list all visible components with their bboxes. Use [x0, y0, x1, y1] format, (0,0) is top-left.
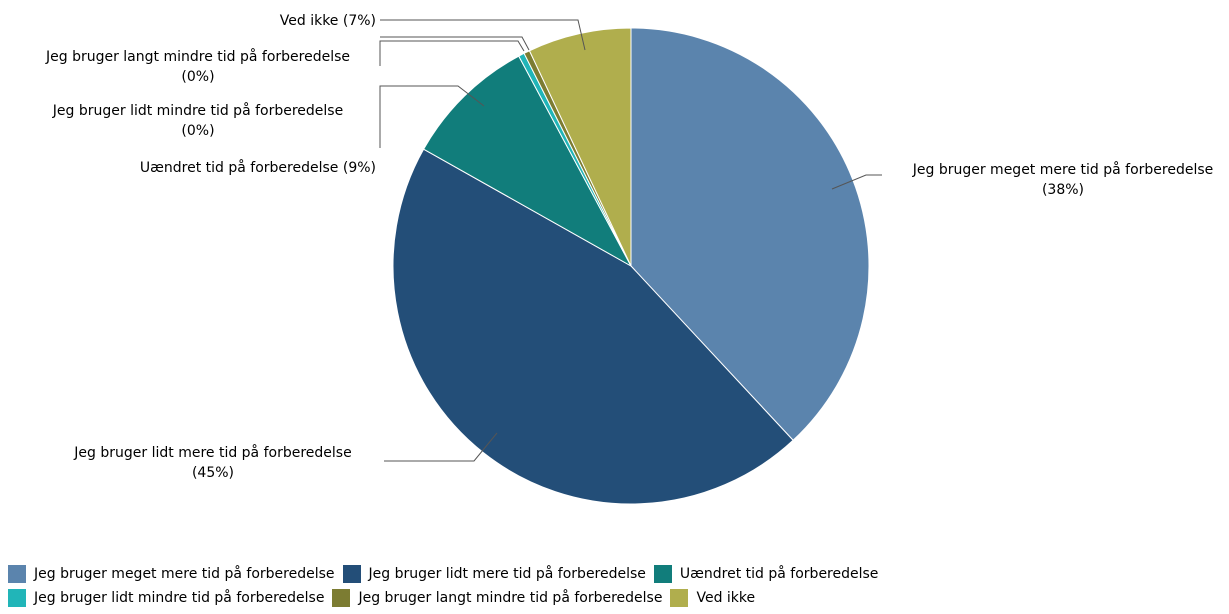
- slice-label-1: Jeg bruger meget mere tid på forberedels…: [912, 161, 1214, 178]
- pie-slice-6: [528, 27, 632, 267]
- legend-item[interactable]: Jeg bruger langt mindre tid på forberede…: [332, 589, 662, 607]
- legend: Jeg bruger meget mere tid på forberedels…: [8, 562, 1208, 610]
- slice-label-3: Uændret tid på forberedelse (9%): [140, 159, 376, 176]
- legend-swatch: [670, 589, 689, 607]
- legend-label: Jeg bruger lidt mindre tid på forberedel…: [34, 590, 325, 606]
- slice-label-4-pct: (0%): [181, 123, 214, 139]
- legend-row: Jeg bruger meget mere tid på forberedels…: [8, 562, 1208, 586]
- slice-label-2: Jeg bruger lidt mere tid på forberedelse: [73, 444, 351, 461]
- leader-line-2: [384, 432, 498, 462]
- slice-label-5-pct: (0%): [181, 69, 214, 85]
- legend-swatch: [342, 565, 361, 583]
- slice-label-1-pct: (38%): [1042, 182, 1084, 198]
- legend-label: Uændret tid på forberedelse: [679, 566, 879, 582]
- legend-swatch: [653, 565, 672, 583]
- pie-slice-1: [630, 27, 870, 441]
- slice-labels: Jeg bruger meget mere tid på forberedels…: [45, 13, 1213, 481]
- legend-item[interactable]: Jeg bruger lidt mere tid på forberedelse: [342, 565, 646, 583]
- pie-slice-3: [422, 55, 633, 268]
- label-leader-lines: [379, 19, 882, 462]
- leader-line-1: [831, 174, 882, 190]
- leader-line-5: [380, 36, 530, 51]
- legend-item[interactable]: Jeg bruger lidt mindre tid på forberedel…: [8, 589, 324, 607]
- slice-label-4: Jeg bruger lidt mindre tid på forberedel…: [52, 102, 343, 119]
- legend-label: Jeg bruger langt mindre tid på forberede…: [358, 590, 663, 606]
- leader-line-4: [379, 40, 525, 66]
- legend-item[interactable]: Ved ikke: [670, 589, 755, 607]
- legend-item[interactable]: Uændret tid på forberedelse: [653, 565, 879, 583]
- legend-row: Jeg bruger lidt mindre tid på forberedel…: [8, 586, 1208, 610]
- pie-slices: [392, 27, 870, 505]
- legend-label: Jeg bruger lidt mere tid på forberedelse: [368, 566, 646, 582]
- legend-label: Ved ikke: [696, 590, 756, 606]
- slice-label-5: Jeg bruger langt mindre tid på forberede…: [45, 48, 350, 65]
- legend-item[interactable]: Jeg bruger meget mere tid på forberedels…: [8, 565, 335, 583]
- legend-swatch: [332, 589, 351, 607]
- legend-swatch: [8, 565, 26, 583]
- pie-slice-2: [392, 148, 794, 505]
- pie-chart: Jeg bruger meget mere tid på forberedels…: [45, 13, 1213, 505]
- legend-swatch: [8, 589, 26, 607]
- slice-label-2-pct: (45%): [192, 465, 234, 481]
- slice-label-6: Ved ikke (7%): [280, 13, 376, 29]
- leader-line-6: [380, 19, 586, 51]
- legend-label: Jeg bruger meget mere tid på forberedels…: [34, 566, 335, 582]
- leader-line-3: [379, 85, 485, 148]
